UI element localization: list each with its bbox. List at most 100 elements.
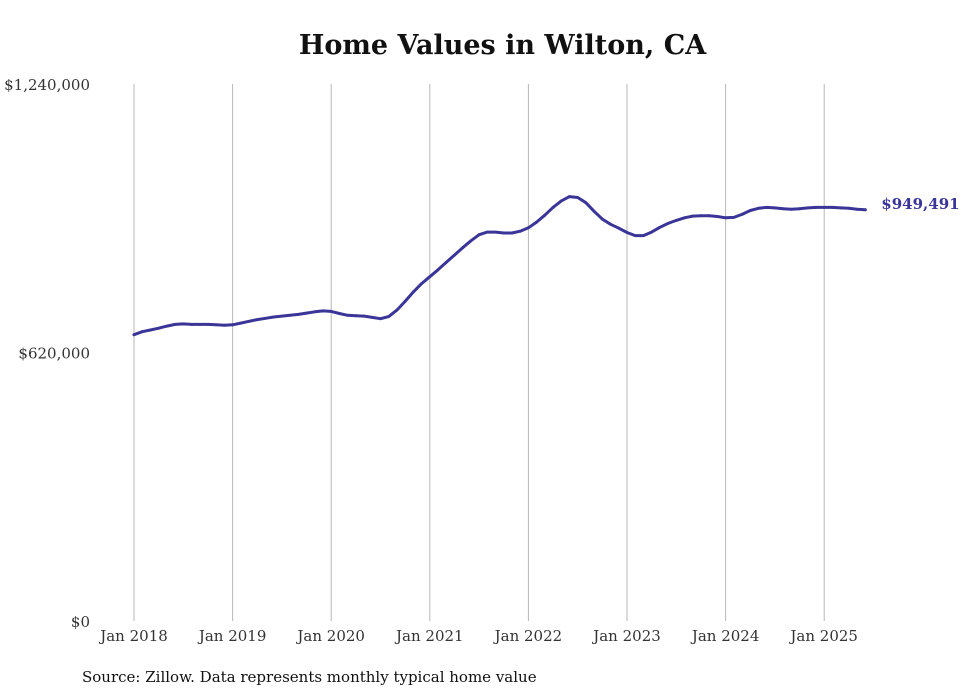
data-point (165, 324, 169, 328)
data-point (173, 323, 177, 326)
data-point (469, 239, 473, 243)
data-point (494, 230, 497, 234)
data-point (757, 206, 760, 210)
data-point (600, 217, 604, 221)
data-point (535, 220, 538, 224)
data-point (485, 230, 489, 234)
data-point (329, 310, 333, 313)
end-value-label: $949,491 (881, 195, 959, 213)
data-point (231, 323, 235, 327)
data-point (798, 207, 801, 211)
data-point (617, 226, 621, 230)
data-point (847, 206, 851, 210)
x-tick-label: Jan 2020 (295, 627, 365, 645)
data-point (403, 300, 407, 303)
data-point (387, 315, 391, 318)
data-point (592, 209, 596, 213)
data-point (674, 219, 678, 222)
data-point (527, 226, 530, 230)
data-point (806, 206, 810, 210)
data-point (781, 207, 785, 211)
x-tick-label: Jan 2021 (394, 627, 464, 645)
data-point (280, 314, 284, 318)
data-point (272, 315, 276, 319)
data-point (190, 323, 193, 326)
data-point (140, 330, 144, 334)
data-point (321, 309, 325, 313)
data-point (576, 196, 580, 199)
data-point (518, 229, 522, 233)
series-line (132, 195, 867, 337)
data-point (666, 222, 670, 225)
data-point (149, 328, 152, 332)
data-point (543, 213, 547, 217)
y-tick-label: $1,240,000 (4, 76, 90, 94)
x-tick-label: Jan 2019 (197, 627, 267, 645)
data-point (206, 323, 210, 326)
data-point (157, 326, 161, 330)
data-point (568, 195, 571, 199)
data-point (839, 206, 842, 210)
data-point (214, 323, 218, 327)
data-point (181, 322, 185, 326)
data-point (584, 201, 588, 205)
gridlines (133, 84, 825, 621)
data-point (444, 261, 448, 264)
data-point (822, 206, 826, 209)
data-point (198, 323, 202, 326)
data-point (296, 313, 300, 316)
x-tick-label: Jan 2024 (690, 627, 760, 645)
y-tick-label: $620,000 (18, 345, 90, 363)
data-point (814, 206, 818, 209)
data-point (658, 225, 662, 229)
data-point (132, 333, 136, 337)
data-point (633, 234, 637, 238)
data-point (502, 231, 506, 235)
data-point (346, 313, 349, 317)
data-point (510, 231, 514, 235)
series-layer: $949,491 (132, 195, 960, 337)
chart-title: Home Values in Wilton, CA (298, 30, 707, 61)
data-point (428, 275, 432, 279)
data-point (354, 314, 358, 318)
data-point (691, 214, 695, 218)
data-point (239, 321, 243, 325)
data-point (453, 253, 456, 257)
data-point (313, 310, 317, 314)
data-point (765, 206, 769, 209)
data-point (863, 208, 867, 212)
data-point (305, 311, 308, 315)
data-point (732, 216, 736, 219)
data-point (831, 206, 834, 209)
data-point (477, 233, 481, 237)
data-point (625, 231, 629, 234)
data-point (740, 213, 744, 216)
data-point (338, 312, 341, 315)
data-point (716, 215, 719, 218)
data-point (789, 207, 793, 211)
x-tick-label: Jan 2023 (591, 627, 661, 645)
data-point (370, 316, 374, 319)
data-point (748, 209, 752, 212)
x-axis-tick-labels: Jan 2018 Jan 2019 Jan 2020 Jan 2021 Jan 2022… (98, 627, 858, 645)
data-point (420, 282, 423, 285)
data-point (288, 313, 292, 317)
data-point (264, 316, 267, 320)
x-tick-label: Jan 2022 (493, 627, 563, 645)
x-tick-label: Jan 2025 (788, 627, 858, 645)
data-point (724, 216, 727, 220)
data-point (436, 268, 440, 272)
x-tick-label: Jan 2018 (98, 627, 168, 645)
data-point (461, 246, 465, 250)
data-point (379, 317, 382, 321)
data-point (247, 319, 251, 323)
data-point (609, 222, 612, 226)
data-point (650, 230, 653, 234)
data-point (707, 214, 711, 218)
data-point (699, 214, 703, 218)
data-point (642, 234, 645, 238)
source-note: Source: Zillow. Data represents monthly … (82, 668, 537, 686)
data-point (362, 314, 366, 318)
data-point (223, 323, 226, 327)
